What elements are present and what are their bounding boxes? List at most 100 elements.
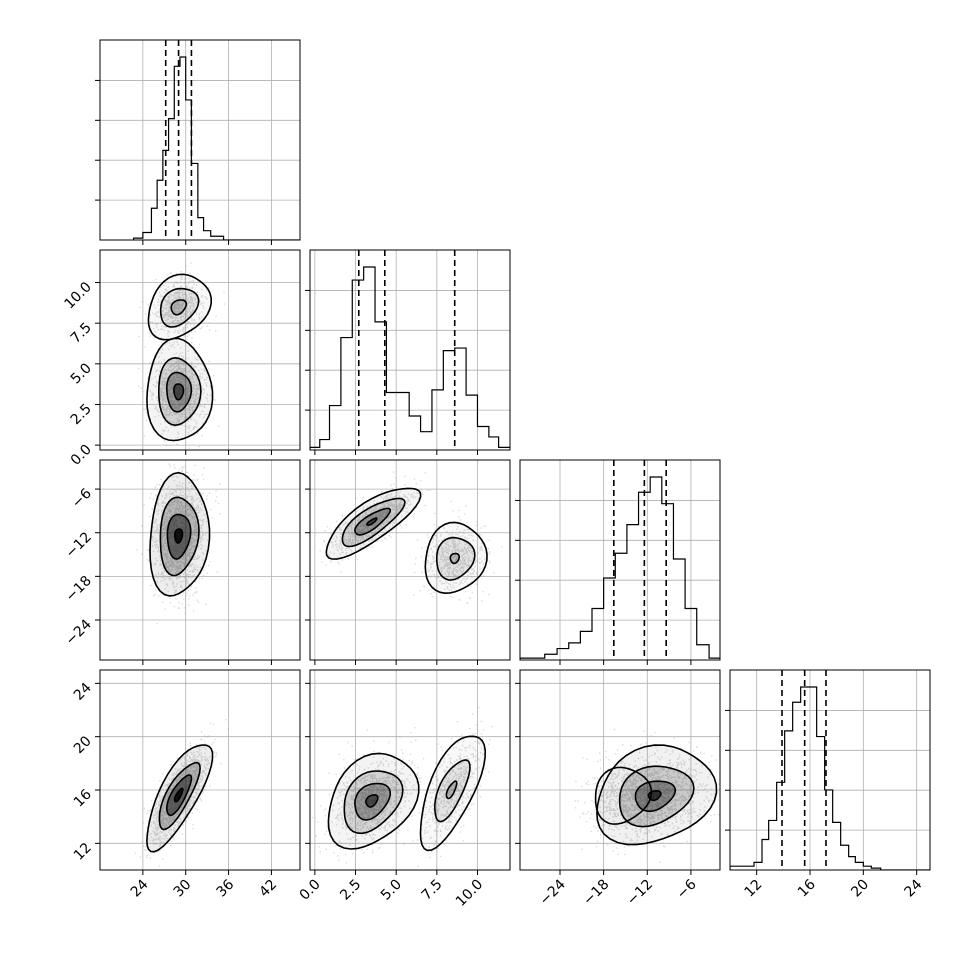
contour-3-1-0-3 — [365, 794, 379, 808]
scatter-frame-1-0 — [99, 249, 301, 451]
histogram-bin-2-1 — [545, 654, 557, 660]
y-tick-label-p1-1: 2.5 — [68, 401, 95, 428]
x-tick-label-p3-3: 24 — [902, 876, 926, 900]
x-tick-label-p1-2: 5.0 — [378, 877, 405, 904]
contour-3-1-0-1 — [343, 770, 404, 835]
contour-2-1-1-1 — [436, 536, 476, 581]
histogram-bin-0-5 — [169, 119, 175, 240]
x-tick-label-p2-1: −18 — [580, 877, 612, 909]
histogram-bin-1-1 — [320, 440, 330, 450]
contour-3-2-0-0 — [596, 744, 718, 846]
histogram-bin-3-13 — [849, 857, 856, 870]
x-tick-label-p3-1: 16 — [795, 876, 819, 900]
contour-3-2-1-0 — [594, 766, 653, 825]
hist-frame-0 — [99, 39, 301, 241]
histogram-bin-3-14 — [855, 862, 863, 870]
x-tick-label-p2-3: −6 — [674, 876, 700, 902]
histogram-bin-3-12 — [841, 845, 849, 870]
hist-panel-1 — [310, 250, 510, 450]
contour-2-0-0-0 — [149, 471, 211, 597]
scatter-panel-3-0 — [100, 670, 300, 870]
y-tick-label-p3-3: 24 — [71, 680, 95, 704]
histogram-bin-1-13 — [455, 348, 466, 450]
contour-3-0-0-1 — [158, 761, 201, 831]
contour-3-1-1-2 — [445, 780, 458, 800]
histogram-bin-1-4 — [352, 280, 363, 450]
contour-2-1-1-0 — [424, 521, 488, 595]
scatter-panel-3-1 — [310, 670, 510, 870]
histogram-bin-1-2 — [330, 406, 341, 450]
scatter-frame-2-1 — [309, 459, 511, 661]
hist-panel-2 — [520, 460, 720, 660]
contour-1-0-0-3 — [172, 383, 185, 401]
histogram-bin-3-3 — [769, 820, 777, 870]
scatter-frame-2-0 — [99, 459, 301, 661]
contour-3-0-0-3 — [173, 787, 184, 803]
scatter-points-2-1 — [319, 471, 503, 604]
density-fill-3-1-1-2 — [446, 781, 457, 799]
y-tick-label-p1-2: 5.0 — [68, 360, 95, 387]
y-tick-label-p2-1: −18 — [63, 573, 95, 605]
x-tick-label-p0-2: 36 — [213, 876, 237, 900]
contour-3-0-0-2 — [165, 774, 193, 817]
x-tick-label-p1-0: 0.0 — [297, 877, 324, 904]
histogram-bin-3-6 — [793, 702, 801, 870]
histogram-bin-1-14 — [466, 395, 477, 450]
histogram-bin-2-10 — [650, 477, 662, 660]
x-tick-label-p1-1: 2.5 — [337, 877, 364, 904]
hist-panel-0 — [100, 40, 300, 240]
histogram-step-1 — [310, 266, 510, 450]
x-tick-label-p0-0: 24 — [128, 876, 152, 900]
contour-3-1-0-2 — [354, 782, 391, 821]
histogram-bin-3-4 — [777, 782, 785, 870]
histogram-step-3 — [730, 686, 930, 870]
histogram-step-2 — [520, 476, 720, 660]
y-tick-label-p2-0: −24 — [63, 616, 95, 648]
histogram-bin-3-2 — [762, 840, 769, 871]
x-tick-label-p1-3: 7.5 — [419, 877, 446, 904]
contour-3-2-0-1 — [618, 765, 695, 828]
y-tick-label-p3-0: 12 — [71, 840, 95, 864]
histogram-bin-2-14 — [697, 645, 709, 660]
histogram-bin-2-12 — [673, 559, 685, 660]
density-fill-1-0-0-3 — [173, 384, 184, 400]
scatter-points-2-0 — [136, 463, 221, 625]
histogram-bin-0-11 — [204, 231, 211, 240]
contour-2-1-0-0 — [325, 487, 422, 560]
histogram-bin-2-7 — [615, 553, 627, 660]
contour-2-1-0-1 — [341, 497, 406, 548]
contour-2-0-0-2 — [166, 513, 192, 560]
contour-2-1-1-2 — [449, 552, 460, 565]
contour-1-0-1-1 — [159, 287, 200, 328]
histogram-bin-1-15 — [477, 426, 488, 450]
density-fill-2-1-1-1 — [436, 537, 475, 580]
y-tick-label-p1-0: 0.0 — [68, 442, 95, 469]
contour-2-0-0-3 — [173, 528, 184, 544]
contour-2-1-0-2 — [354, 507, 391, 536]
y-tick-label-p3-2: 20 — [71, 733, 95, 757]
histogram-bin-1-12 — [443, 351, 454, 450]
histogram-bin-2-3 — [569, 643, 581, 660]
density-fill-3-0-0-3 — [174, 788, 183, 802]
contour-3-1-1-1 — [433, 759, 471, 823]
contour-3-2-0-3 — [647, 789, 662, 802]
histogram-bin-2-4 — [580, 631, 592, 660]
histogram-bin-3-1 — [754, 862, 762, 870]
density-fill-3-1-1-1 — [434, 760, 470, 822]
y-tick-label-p1-4: 10.0 — [61, 279, 94, 312]
contour-1-0-1-2 — [170, 299, 188, 316]
contour-1-0-0-0 — [146, 337, 214, 442]
histogram-bin-1-10 — [421, 432, 432, 450]
histogram-bin-0-8 — [186, 100, 192, 240]
scatter-frame-3-1 — [309, 669, 511, 871]
scatter-panel-2-0 — [100, 460, 300, 660]
histogram-bin-0-2 — [151, 208, 157, 240]
hist-frame-1 — [309, 249, 511, 451]
contour-3-2-0-2 — [634, 780, 676, 812]
contour-3-0-0-0 — [146, 744, 214, 853]
x-tick-label-p0-1: 30 — [171, 877, 195, 901]
hist-frame-3 — [729, 669, 931, 871]
histogram-bin-2-11 — [662, 504, 674, 660]
histogram-bin-0-9 — [191, 163, 197, 240]
